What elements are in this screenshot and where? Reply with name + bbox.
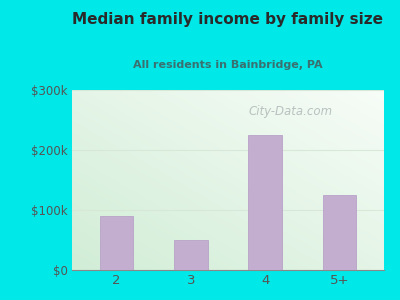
Bar bbox=[323, 195, 356, 270]
Bar bbox=[174, 240, 208, 270]
Bar bbox=[248, 135, 282, 270]
Bar bbox=[100, 216, 133, 270]
Text: Median family income by family size: Median family income by family size bbox=[72, 12, 384, 27]
Text: All residents in Bainbridge, PA: All residents in Bainbridge, PA bbox=[133, 60, 323, 70]
Text: City-Data.com: City-Data.com bbox=[248, 105, 332, 118]
